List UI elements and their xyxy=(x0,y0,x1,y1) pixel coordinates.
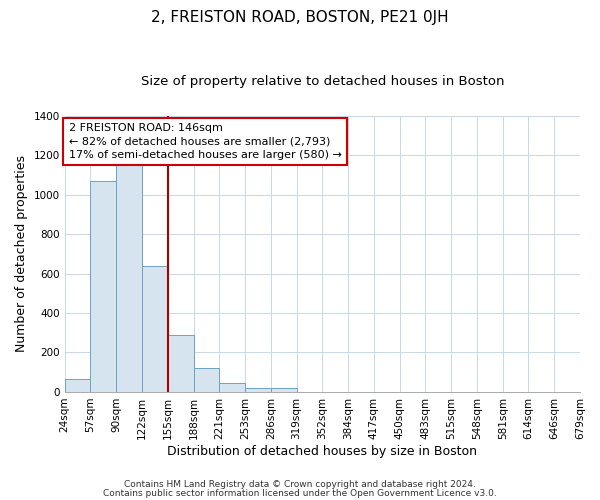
Text: Contains HM Land Registry data © Crown copyright and database right 2024.: Contains HM Land Registry data © Crown c… xyxy=(124,480,476,489)
Bar xyxy=(168,334,193,392)
Bar xyxy=(116,164,142,392)
Bar xyxy=(91,180,116,392)
Bar xyxy=(245,388,271,392)
Bar xyxy=(219,382,245,392)
Bar xyxy=(65,379,91,392)
Text: Contains public sector information licensed under the Open Government Licence v3: Contains public sector information licen… xyxy=(103,488,497,498)
Text: 2, FREISTON ROAD, BOSTON, PE21 0JH: 2, FREISTON ROAD, BOSTON, PE21 0JH xyxy=(151,10,449,25)
Text: 2 FREISTON ROAD: 146sqm
← 82% of detached houses are smaller (2,793)
17% of semi: 2 FREISTON ROAD: 146sqm ← 82% of detache… xyxy=(68,124,341,160)
Title: Size of property relative to detached houses in Boston: Size of property relative to detached ho… xyxy=(140,75,504,88)
Bar xyxy=(271,388,296,392)
Bar xyxy=(142,266,168,392)
Y-axis label: Number of detached properties: Number of detached properties xyxy=(15,156,28,352)
Bar xyxy=(193,368,219,392)
X-axis label: Distribution of detached houses by size in Boston: Distribution of detached houses by size … xyxy=(167,444,478,458)
